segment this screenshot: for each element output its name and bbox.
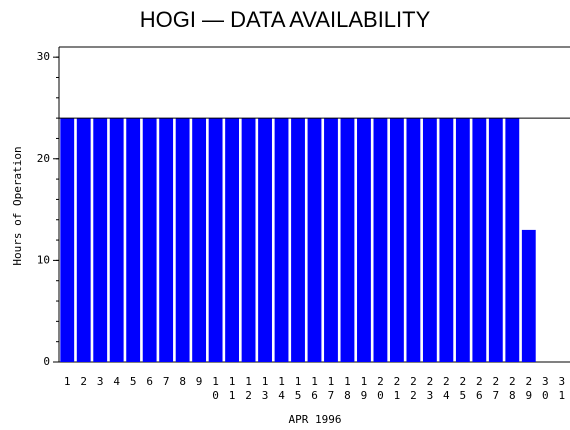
y-tick-label: 0 (43, 355, 50, 368)
bar (225, 118, 240, 363)
chart-title: HOGI — DATA AVAILABILITY (140, 7, 431, 32)
x-tick-label: 6 (146, 375, 153, 388)
bar (521, 229, 536, 362)
x-axis-label: APR 1996 (289, 413, 342, 426)
y-axis-label: Hours of Operation (11, 146, 24, 265)
x-tick-label: 9 (196, 375, 203, 388)
bar (109, 118, 124, 363)
bar (505, 118, 520, 363)
bar (274, 118, 289, 363)
bar (389, 118, 404, 363)
x-tick-label: 3 (97, 375, 104, 388)
bar (422, 118, 437, 363)
x-tick-label: 8 (179, 375, 186, 388)
bar (439, 118, 454, 363)
bar (488, 118, 503, 363)
bar (142, 118, 157, 363)
bar (406, 118, 421, 363)
x-tick-label: 2 (80, 375, 87, 388)
bar (76, 118, 91, 363)
bar (60, 118, 75, 363)
y-tick-label: 20 (37, 152, 50, 165)
x-tick-label: 4 (113, 375, 120, 388)
x-tick-label: 1 (64, 375, 71, 388)
bar (324, 118, 338, 363)
bar (340, 118, 355, 363)
bar (126, 118, 141, 363)
y-tick-label: 30 (37, 50, 50, 63)
bar (192, 118, 207, 363)
bar (455, 118, 470, 363)
bar (93, 118, 108, 363)
bar (291, 118, 305, 363)
bar (357, 118, 371, 363)
bar (373, 118, 388, 363)
bar (307, 118, 322, 363)
bar (241, 118, 256, 363)
bar (159, 118, 174, 363)
bar (208, 118, 223, 363)
y-tick-label: 10 (37, 253, 50, 266)
x-tick-label: 5 (130, 375, 137, 388)
x-tick-label: 7 (163, 375, 170, 388)
bar (472, 118, 487, 363)
bar (258, 118, 272, 363)
bar (175, 118, 190, 363)
